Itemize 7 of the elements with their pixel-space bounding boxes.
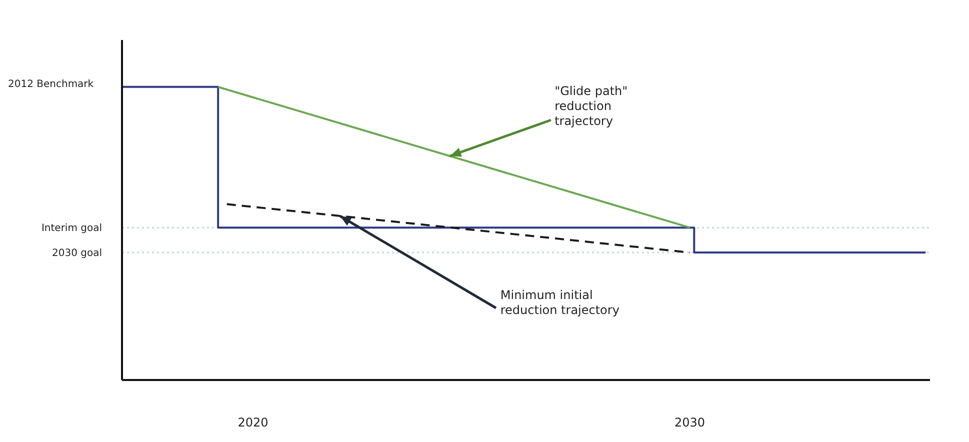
ref-line-label: Interim goal — [41, 223, 102, 234]
annotation: "Glide path" reduction trajectory — [554, 84, 629, 130]
x-tick-label: 2030 — [674, 416, 706, 430]
x-tick-label: 2020 — [238, 416, 268, 430]
annotation: Minimum initial reduction trajectory — [500, 288, 620, 318]
text: 2012 Benchmark — [8, 78, 95, 90]
ref-line-label: 2030 goal — [52, 248, 102, 260]
